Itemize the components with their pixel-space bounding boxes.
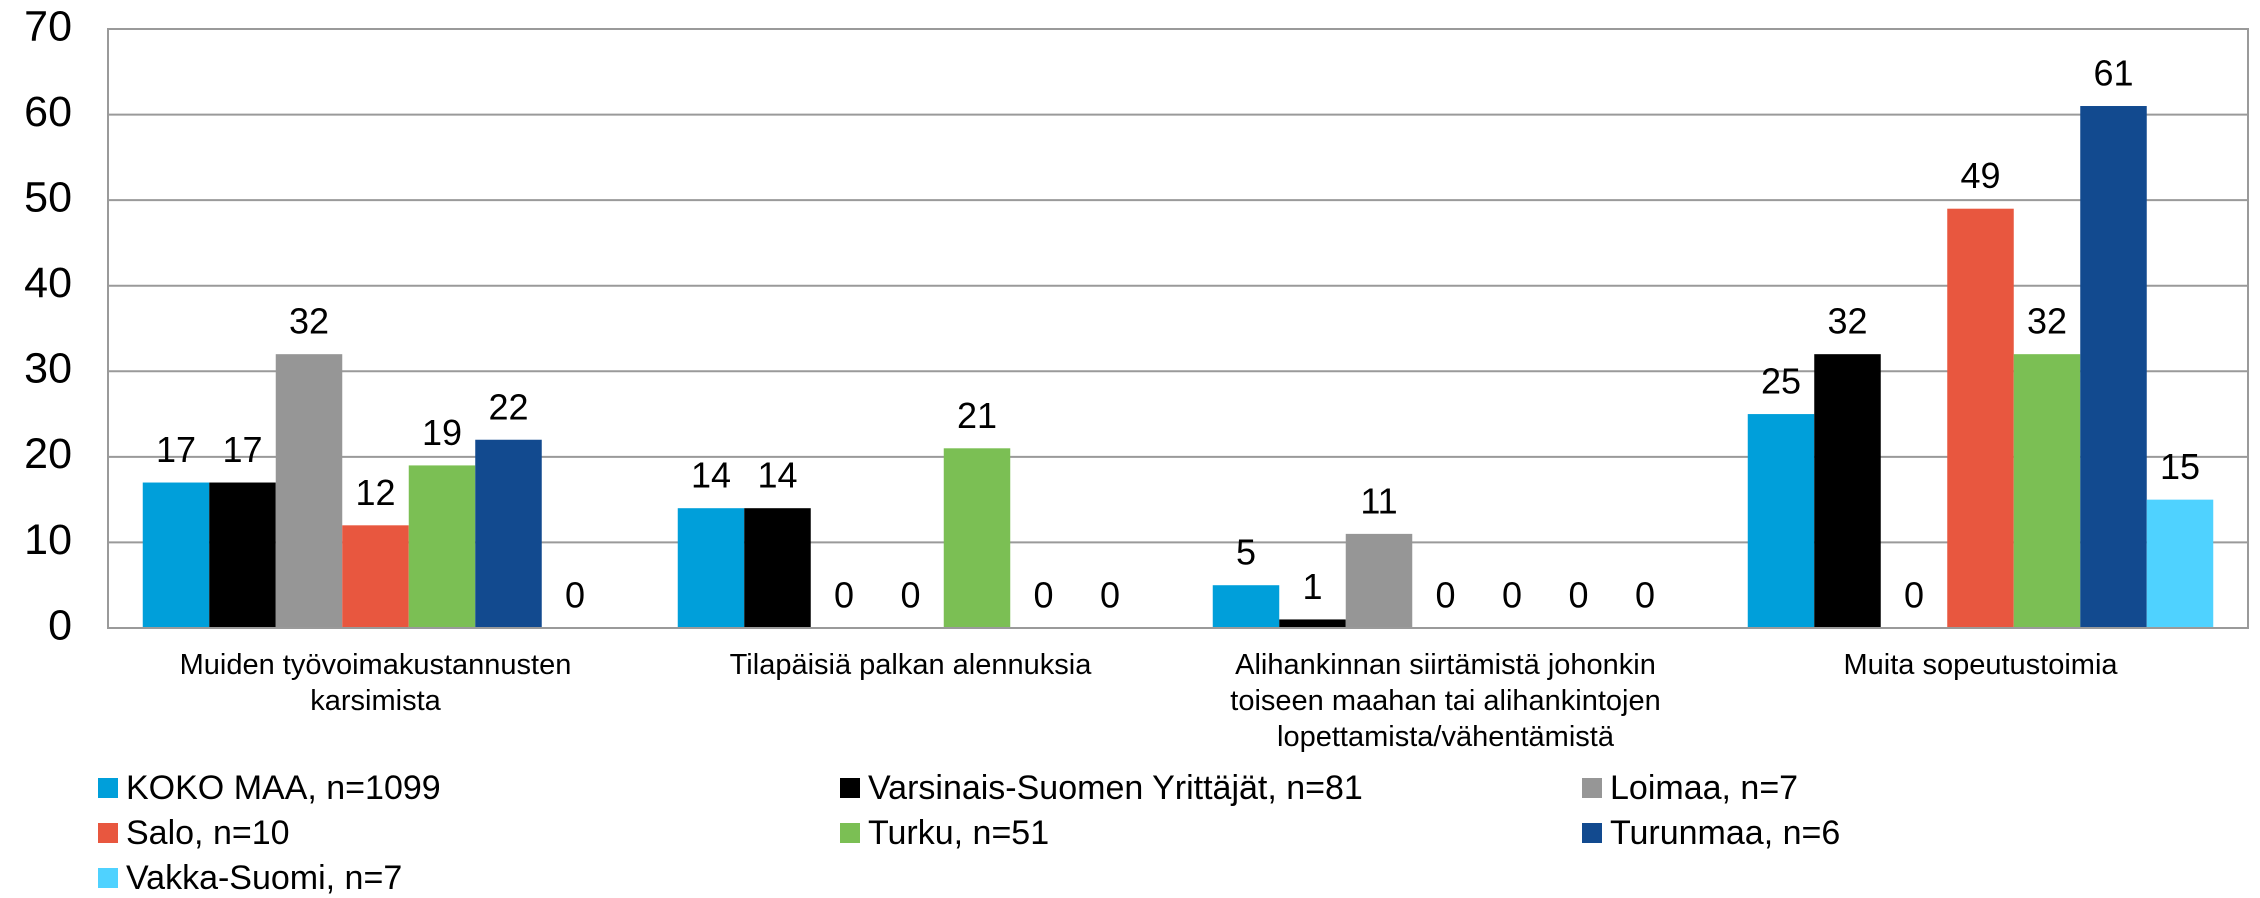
data-label: 0: [900, 575, 920, 616]
legend-item: Varsinais-Suomen Yrittäjät, n=81: [840, 768, 1363, 808]
bar: [1279, 619, 1346, 628]
bar: [142, 482, 210, 628]
x-tick-label: Muiden työvoimakustannusten karsimista: [179, 649, 572, 717]
data-label: 14: [691, 455, 731, 496]
legend-swatch: [840, 823, 860, 844]
data-label: 0: [1568, 575, 1588, 616]
y-tick-label: 30: [24, 345, 72, 393]
legend-swatch: [98, 823, 118, 844]
bar: [744, 508, 811, 628]
legend-swatch: [98, 868, 118, 889]
data-label: 22: [488, 386, 528, 427]
legend-item: Loimaa, n=7: [1582, 768, 1798, 808]
data-label: 17: [156, 429, 196, 470]
y-tick-label: 10: [24, 516, 72, 564]
x-tick-label: Tilapäisiä palkan alennuksia: [729, 649, 1092, 681]
bar: [943, 448, 1011, 628]
data-label: 0: [1435, 575, 1455, 616]
bar: [1212, 585, 1280, 628]
data-label: 32: [1827, 301, 1867, 342]
bar: [275, 354, 343, 628]
data-label: 32: [2027, 301, 2067, 342]
data-label: 21: [957, 395, 997, 436]
bar: [209, 482, 276, 628]
bar: [2146, 499, 2214, 628]
data-label: 11: [1360, 480, 1397, 521]
data-label: 19: [422, 412, 462, 453]
y-tick-label: 40: [24, 259, 72, 307]
data-label: 1: [1302, 566, 1322, 607]
legend-item: Vakka-Suomi, n=7: [98, 858, 402, 898]
data-label: 0: [1033, 575, 1053, 616]
bar: [1345, 533, 1413, 628]
legend-swatch: [840, 778, 860, 799]
data-label: 49: [1960, 155, 2000, 196]
y-tick-label: 60: [24, 88, 72, 136]
data-label: 0: [1502, 575, 1522, 616]
bar: [1814, 354, 1881, 628]
y-tick-label: 50: [24, 174, 72, 222]
bar: [2013, 354, 2081, 628]
data-label: 61: [2093, 53, 2133, 94]
legend-label: KOKO MAA, n=1099: [126, 769, 441, 807]
legend-item: Salo, n=10: [98, 813, 290, 853]
legend-label: Turunmaa, n=6: [1610, 814, 1841, 852]
legend-label: Vakka-Suomi, n=7: [126, 859, 403, 897]
data-label: 17: [222, 429, 262, 470]
bar: [408, 465, 476, 628]
data-label: 0: [565, 575, 585, 616]
y-tick-label: 0: [48, 601, 72, 649]
data-label: 0: [1100, 575, 1120, 616]
data-label: 15: [2160, 446, 2200, 487]
data-label: 14: [757, 455, 797, 496]
x-tick-label: Muita sopeutustoimia: [1843, 649, 2118, 681]
data-label: 0: [834, 575, 854, 616]
data-label: 5: [1236, 532, 1256, 573]
bar: [475, 439, 542, 628]
y-tick-label: 70: [24, 2, 72, 50]
legend-item: Turunmaa, n=6: [1582, 813, 1840, 853]
legend-swatch: [1582, 823, 1602, 844]
legend-swatch: [1582, 778, 1602, 799]
legend-item: KOKO MAA, n=1099: [98, 768, 441, 808]
legend-label: Loimaa, n=7: [1610, 769, 1799, 807]
bar: [2080, 106, 2147, 628]
x-tick-label: Alihankinnan siirtämistä johonkin toisee…: [1230, 649, 1661, 753]
legend-swatch: [98, 778, 118, 799]
legend-label: Varsinais-Suomen Yrittäjät, n=81: [868, 769, 1363, 807]
bar: [342, 525, 409, 628]
data-label: 12: [355, 472, 395, 513]
data-label: 25: [1761, 361, 1801, 402]
legend-label: Salo, n=10: [126, 814, 290, 852]
bar: [1947, 208, 2014, 628]
legend-label: Turku, n=51: [868, 814, 1050, 852]
y-tick-label: 20: [24, 430, 72, 478]
data-label: 0: [1635, 575, 1655, 616]
bar: [1747, 414, 1815, 628]
data-label: 32: [289, 301, 329, 342]
legend-item: Turku, n=51: [840, 813, 1049, 853]
bar: [677, 508, 745, 628]
data-label: 0: [1904, 575, 1924, 616]
